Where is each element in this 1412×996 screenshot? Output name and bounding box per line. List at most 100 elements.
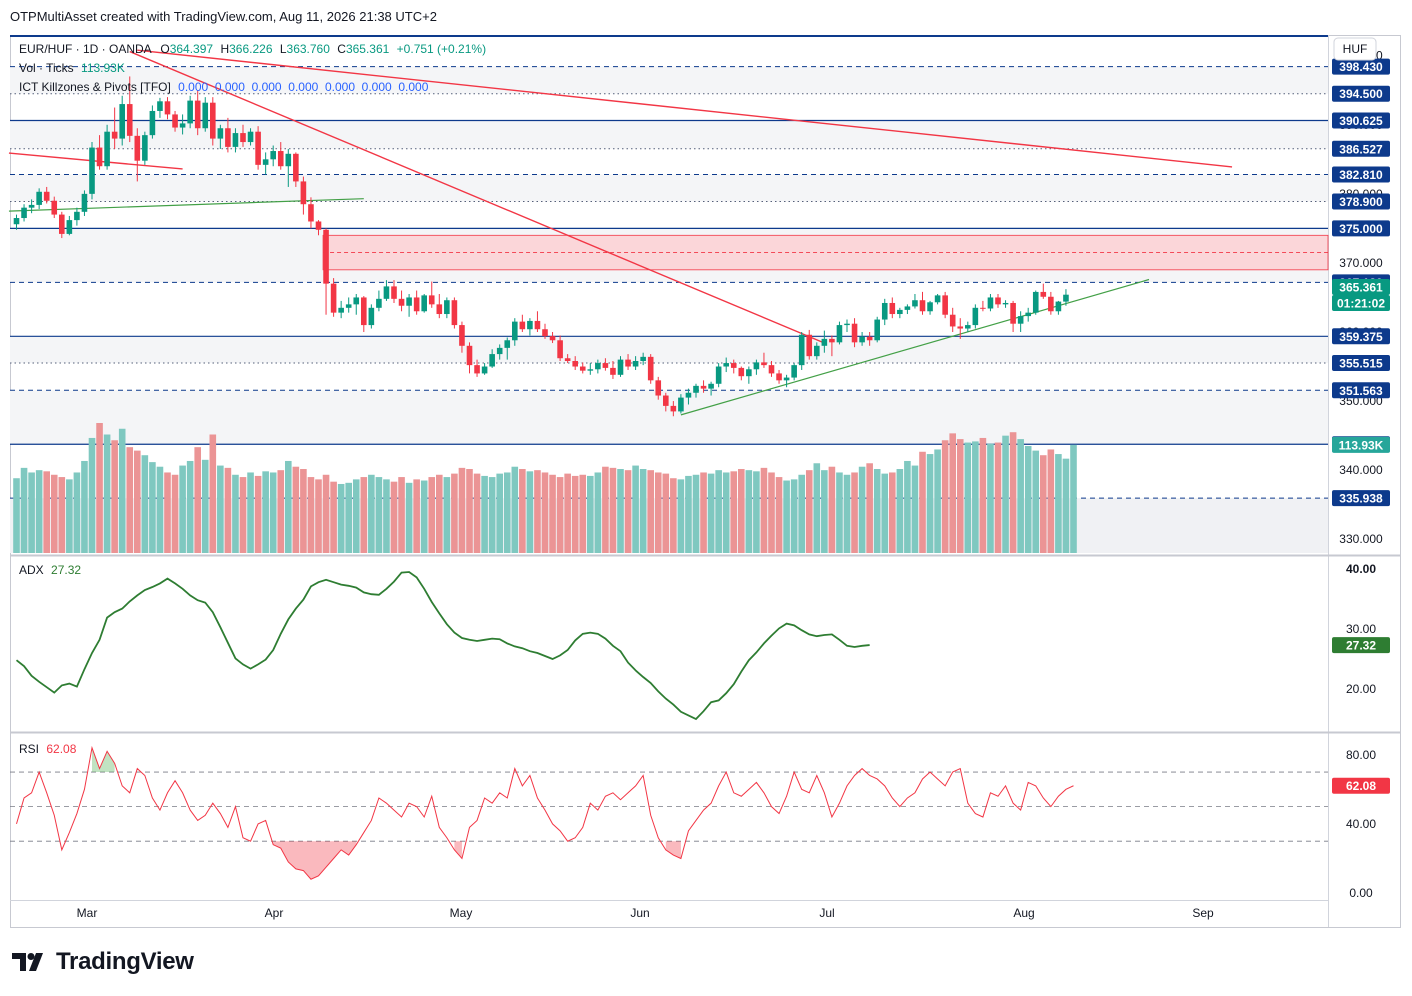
rsi-tick-label: 40.00 bbox=[1346, 817, 1376, 831]
symbol-title[interactable]: EUR/HUF · 1D · OANDA bbox=[19, 42, 152, 56]
adx-legend: ADX 27.32 bbox=[19, 563, 81, 577]
candle bbox=[791, 363, 797, 381]
candle bbox=[270, 145, 276, 167]
red-trendline[interactable] bbox=[129, 50, 825, 344]
candle bbox=[59, 211, 65, 239]
candle-body bbox=[572, 360, 578, 367]
candle-body bbox=[904, 306, 911, 310]
candle-body bbox=[617, 359, 624, 375]
candle bbox=[353, 294, 360, 315]
candle-body bbox=[119, 104, 125, 139]
c-label: C bbox=[337, 42, 346, 56]
adx-legend-label[interactable]: ADX bbox=[19, 563, 44, 577]
candle bbox=[210, 97, 216, 146]
level-band bbox=[10, 174, 1328, 202]
volume-bar bbox=[979, 437, 987, 553]
candle-body bbox=[655, 380, 662, 396]
candle-body bbox=[670, 405, 677, 412]
candle bbox=[1032, 290, 1039, 315]
supply-zone[interactable] bbox=[322, 234, 1329, 271]
volume-bar bbox=[488, 477, 496, 553]
candle-body bbox=[43, 191, 50, 201]
rsi-value-tag: 62.08 bbox=[1332, 777, 1390, 794]
level-price-tag-text: 375.000 bbox=[1339, 222, 1383, 236]
volume-bar bbox=[685, 475, 692, 553]
candle bbox=[285, 148, 292, 187]
candle-body bbox=[376, 298, 382, 308]
candle bbox=[142, 131, 148, 165]
currency-button-bg[interactable] bbox=[1333, 37, 1377, 61]
candle-body bbox=[723, 363, 729, 367]
candle-body bbox=[361, 297, 367, 326]
rsi-legend-label[interactable]: RSI bbox=[19, 742, 40, 756]
volume-legend-label[interactable]: Vol · Ticks bbox=[19, 61, 74, 75]
candle bbox=[1025, 307, 1031, 322]
candle bbox=[489, 349, 495, 368]
volume-value-tag: 113.93K bbox=[1332, 436, 1390, 453]
volume-bar bbox=[66, 479, 73, 553]
red-trendline[interactable] bbox=[137, 49, 1233, 168]
candle bbox=[723, 357, 729, 373]
adx-tick-label: 40.00 bbox=[1346, 562, 1376, 576]
candle bbox=[617, 356, 624, 377]
candle bbox=[768, 360, 775, 377]
volume-bar bbox=[632, 465, 639, 553]
price-axis: 400.000390.000380.000370.000360.000350.0… bbox=[1332, 49, 1390, 900]
level-price-tag: 390.625 bbox=[1332, 112, 1390, 129]
level-price-tag-text: 378.900 bbox=[1339, 195, 1383, 209]
candle-body bbox=[746, 369, 752, 377]
volume-bar bbox=[405, 482, 413, 553]
candle-body bbox=[587, 369, 594, 371]
candle bbox=[957, 318, 964, 339]
candle bbox=[172, 110, 178, 132]
green-trendline[interactable] bbox=[680, 278, 1150, 416]
volume-bar bbox=[526, 471, 534, 553]
candle bbox=[51, 196, 58, 219]
candle-body bbox=[685, 392, 692, 398]
candle-body bbox=[791, 365, 797, 378]
ict-legend-label[interactable]: ICT Killzones & Pivots [TFO] bbox=[19, 80, 171, 94]
volume-bar bbox=[904, 460, 911, 553]
candle bbox=[678, 394, 684, 414]
volume-bar bbox=[964, 442, 972, 553]
volume-bar bbox=[285, 460, 292, 553]
candle bbox=[421, 294, 427, 313]
volume-bar bbox=[896, 469, 904, 553]
level-price-tag-text: 351.563 bbox=[1339, 384, 1383, 398]
volume-bar bbox=[345, 482, 352, 553]
candle bbox=[247, 128, 254, 146]
candle bbox=[564, 354, 571, 364]
currency-button[interactable]: HUF bbox=[1343, 42, 1368, 56]
candle bbox=[934, 294, 941, 305]
candle bbox=[406, 294, 412, 317]
candle-body bbox=[489, 354, 495, 367]
candle bbox=[700, 380, 707, 393]
candle-body bbox=[776, 373, 782, 381]
candle bbox=[28, 199, 35, 214]
volume-bar bbox=[934, 449, 941, 553]
red-trendline[interactable] bbox=[8, 152, 183, 170]
candle bbox=[602, 358, 609, 371]
candle-body bbox=[632, 360, 639, 367]
volume-bar bbox=[828, 466, 836, 553]
candle bbox=[844, 319, 850, 332]
volume-histogram bbox=[13, 423, 1077, 553]
candle-body bbox=[59, 214, 65, 234]
candle bbox=[323, 228, 329, 315]
countdown-tag-bg bbox=[1332, 294, 1390, 311]
last-price-tag-text: 365.361 bbox=[1339, 280, 1383, 294]
volume-bar bbox=[481, 475, 488, 553]
candle-body bbox=[527, 320, 533, 330]
volume-bar bbox=[337, 483, 345, 553]
tradingview-logo[interactable]: TradingView bbox=[12, 948, 194, 976]
candle bbox=[13, 214, 20, 230]
ict-legend-row: ICT Killzones & Pivots [TFO] 0.000 0.000… bbox=[19, 78, 486, 97]
candle-body bbox=[836, 325, 843, 343]
volume-bar bbox=[164, 472, 171, 553]
volume-bar bbox=[941, 440, 949, 553]
candle bbox=[527, 318, 533, 336]
volume-bar bbox=[247, 472, 254, 553]
candle-body bbox=[466, 345, 473, 366]
candle-body bbox=[210, 102, 216, 139]
